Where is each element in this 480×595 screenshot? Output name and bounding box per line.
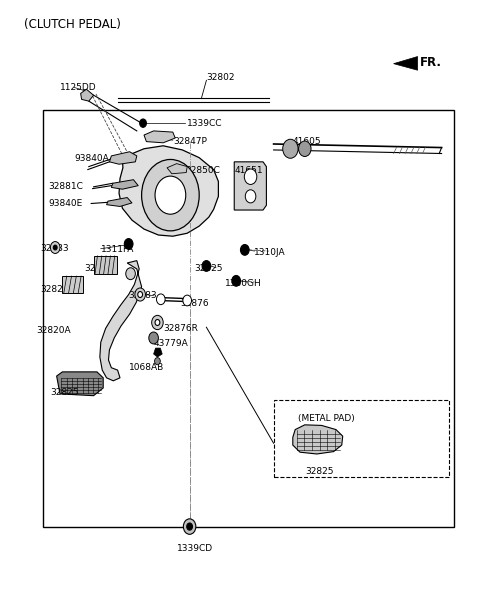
Text: 32883: 32883 [129,291,157,300]
Polygon shape [109,152,137,164]
Polygon shape [144,131,175,143]
Circle shape [187,523,192,530]
Text: 32876R: 32876R [163,324,198,333]
Circle shape [155,358,160,365]
Circle shape [50,242,60,253]
Text: (CLUTCH PEDAL): (CLUTCH PEDAL) [24,18,121,31]
Text: (METAL PAD): (METAL PAD) [298,414,354,424]
Circle shape [138,292,143,298]
Circle shape [53,245,57,250]
Polygon shape [57,372,103,396]
Bar [62,276,83,293]
Polygon shape [234,162,266,210]
Polygon shape [111,180,138,189]
Text: 1360GH: 1360GH [225,278,262,288]
Polygon shape [394,57,418,70]
Circle shape [283,139,298,158]
Circle shape [232,275,240,286]
Bar [94,256,117,274]
Text: 32820A: 32820A [36,326,71,336]
Text: 32802: 32802 [206,73,235,82]
Text: 1125DD: 1125DD [60,83,96,92]
Circle shape [124,239,133,249]
Bar [274,400,449,477]
Polygon shape [100,261,142,381]
Circle shape [299,141,311,156]
Polygon shape [167,164,187,174]
Text: 32883: 32883 [40,244,69,253]
Circle shape [126,268,135,280]
Text: 1068AB: 1068AB [129,362,164,372]
Circle shape [149,332,158,344]
Text: FR.: FR. [420,56,442,69]
Text: 32825: 32825 [194,264,223,274]
Polygon shape [107,198,132,206]
Polygon shape [119,146,218,236]
Text: 1339CC: 1339CC [187,118,223,128]
Circle shape [155,320,160,325]
Text: 41605: 41605 [293,137,322,146]
Text: 32847P: 32847P [173,137,207,146]
Circle shape [156,294,165,305]
Circle shape [183,519,196,534]
Text: 32825: 32825 [50,388,79,397]
Circle shape [140,119,146,127]
Circle shape [202,261,211,271]
Circle shape [152,315,163,330]
Text: 43779A: 43779A [154,339,188,349]
Text: 32828B: 32828B [40,285,74,295]
Bar [43,110,454,527]
Polygon shape [81,89,94,101]
Polygon shape [293,425,343,454]
Text: 32839: 32839 [84,264,113,274]
Text: 41651: 41651 [234,165,263,175]
Text: 32876: 32876 [180,299,209,308]
Circle shape [240,245,249,255]
Circle shape [142,159,199,231]
Text: 1310JA: 1310JA [254,248,286,257]
Circle shape [155,176,186,214]
Polygon shape [154,348,162,357]
Circle shape [245,190,256,203]
Text: 32850C: 32850C [185,165,220,175]
Text: 32825: 32825 [305,466,333,476]
Circle shape [244,169,257,184]
Text: 32881C: 32881C [48,182,83,192]
Text: 93840E: 93840E [48,199,82,208]
Text: 1311FA: 1311FA [101,245,134,255]
Text: 93840A: 93840A [74,154,109,164]
Circle shape [183,295,192,306]
Circle shape [135,288,145,301]
Text: 1339CD: 1339CD [177,544,213,553]
